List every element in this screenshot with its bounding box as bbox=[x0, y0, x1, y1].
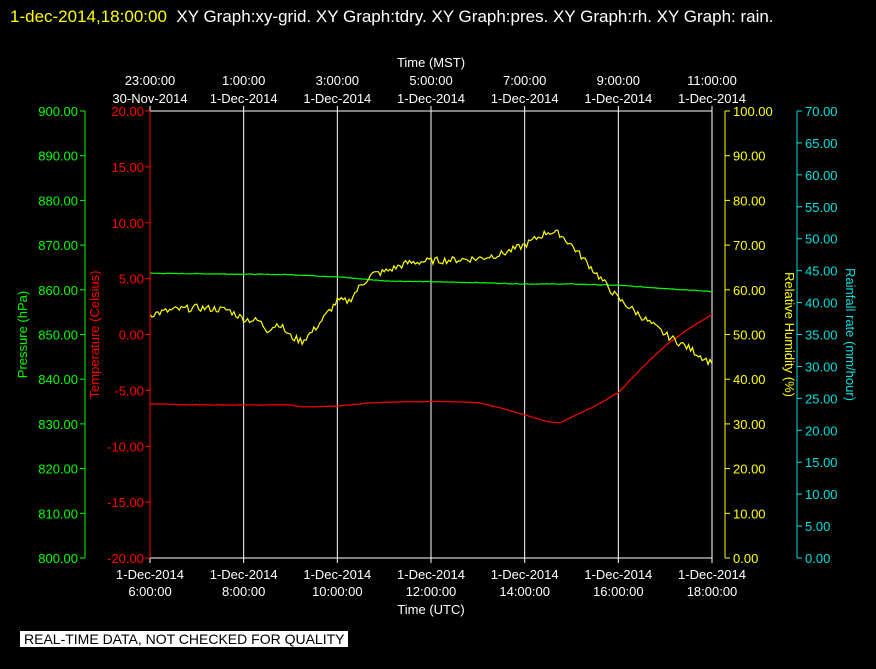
x-bottom-tick-time: 12:00:00 bbox=[406, 584, 457, 599]
x-top-tick-date: 1-Dec-2014 bbox=[491, 91, 559, 106]
x-bottom-tick-time: 18:00:00 bbox=[687, 584, 738, 599]
x-top-axis-label: Time (MST) bbox=[397, 55, 465, 70]
x-top-tick-time: 23:00:00 bbox=[125, 73, 176, 88]
x-bottom-tick-date: 1-Dec-2014 bbox=[678, 567, 746, 582]
timestamp: 1-dec-2014,18:00:00 bbox=[10, 7, 167, 26]
rainfall-tick-label: 0.00 bbox=[805, 551, 830, 566]
pressure-tick-label: 830.00 bbox=[38, 417, 78, 432]
humidity-tick-label: 30.00 bbox=[733, 417, 766, 432]
temperature-tick-label: 15.00 bbox=[111, 160, 144, 175]
series-layer bbox=[149, 229, 713, 424]
humidity-tick-label: 70.00 bbox=[733, 238, 766, 253]
rainfall-tick-label: 65.00 bbox=[805, 136, 838, 151]
rainfall-axis-title: Rainfall rate (mm/hour) bbox=[843, 268, 858, 401]
rainfall-tick-label: 40.00 bbox=[805, 296, 838, 311]
rainfall-tick-label: 15.00 bbox=[805, 455, 838, 470]
x-bottom-tick-date: 1-Dec-2014 bbox=[303, 567, 371, 582]
x-bottom-tick-date: 1-Dec-2014 bbox=[584, 567, 652, 582]
x-top-tick-time: 11:00:00 bbox=[687, 73, 737, 88]
x-top-tick-date: 1-Dec-2014 bbox=[678, 91, 746, 106]
rainfall-tick-label: 50.00 bbox=[805, 232, 838, 247]
disclaimer-banner: REAL-TIME DATA, NOT CHECKED FOR QUALITY bbox=[20, 631, 349, 647]
pressure-tick-label: 860.00 bbox=[38, 283, 78, 298]
humidity-tick-label: 40.00 bbox=[733, 372, 766, 387]
x-top-tick-date: 1-Dec-2014 bbox=[210, 91, 278, 106]
rainfall-tick-label: 25.00 bbox=[805, 391, 838, 406]
x-top-tick-date: 30-Nov-2014 bbox=[112, 91, 187, 106]
x-top-tick-date: 1-Dec-2014 bbox=[303, 91, 371, 106]
pressure-tick-label: 900.00 bbox=[38, 104, 78, 119]
x-bottom-tick-time: 8:00:00 bbox=[222, 584, 265, 599]
x-top-tick-time: 1:00:00 bbox=[222, 73, 265, 88]
humidity-tick-label: 10.00 bbox=[733, 506, 766, 521]
temperature-tick-label: -20.00 bbox=[107, 551, 144, 566]
rainfall-tick-label: 70.00 bbox=[805, 104, 838, 119]
x-top-tick-time: 9:00:00 bbox=[597, 73, 640, 88]
pressure-tick-label: 820.00 bbox=[38, 462, 78, 477]
temperature-tick-label: 5.00 bbox=[119, 272, 144, 287]
pressure-axis-title: Pressure (hPa) bbox=[15, 291, 30, 378]
graph-title: 1-dec-2014,18:00:00 XY Graph:xy-grid. XY… bbox=[10, 3, 866, 31]
x-bottom-axis-label: Time (UTC) bbox=[397, 602, 464, 617]
temperature-axis-title: Temperature (Celsius) bbox=[87, 271, 102, 399]
x-top-tick-time: 5:00:00 bbox=[409, 73, 452, 88]
rainfall-tick-label: 45.00 bbox=[805, 264, 838, 279]
x-bottom-tick-date: 1-Dec-2014 bbox=[491, 567, 559, 582]
pressure-tick-label: 870.00 bbox=[38, 238, 78, 253]
temperature-tick-label: -5.00 bbox=[114, 383, 144, 398]
temperature-tick-label: 20.00 bbox=[111, 104, 144, 119]
temperature-series-line bbox=[150, 313, 713, 424]
x-bottom-tick-time: 16:00:00 bbox=[593, 584, 644, 599]
grid bbox=[243, 111, 619, 558]
temperature-tick-label: -15.00 bbox=[107, 495, 144, 510]
x-top-tick-time: 3:00:00 bbox=[316, 73, 359, 88]
rainfall-tick-label: 35.00 bbox=[805, 328, 838, 343]
humidity-tick-label: 80.00 bbox=[733, 193, 766, 208]
x-bottom-tick-date: 1-Dec-2014 bbox=[116, 567, 184, 582]
rainfall-tick-label: 60.00 bbox=[805, 168, 838, 183]
rainfall-tick-label: 20.00 bbox=[805, 423, 838, 438]
pressure-series-line bbox=[149, 272, 712, 293]
x-bottom-tick-date: 1-Dec-2014 bbox=[210, 567, 278, 582]
humidity-series-line bbox=[149, 229, 713, 367]
pressure-tick-label: 890.00 bbox=[38, 149, 78, 164]
humidity-tick-label: 20.00 bbox=[733, 462, 766, 477]
x-bottom-tick-time: 14:00:00 bbox=[499, 584, 550, 599]
temperature-tick-label: -10.00 bbox=[107, 439, 144, 454]
x-bottom-tick-time: 6:00:00 bbox=[128, 584, 171, 599]
x-bottom-tick-time: 10:00:00 bbox=[312, 584, 363, 599]
rainfall-tick-label: 5.00 bbox=[805, 519, 830, 534]
rainfall-tick-label: 55.00 bbox=[805, 200, 838, 215]
rainfall-tick-label: 10.00 bbox=[805, 487, 838, 502]
pressure-tick-label: 840.00 bbox=[38, 372, 78, 387]
pressure-tick-label: 880.00 bbox=[38, 193, 78, 208]
pressure-tick-label: 800.00 bbox=[38, 551, 78, 566]
x-top-tick-time: 7:00:00 bbox=[503, 73, 546, 88]
humidity-tick-label: 0.00 bbox=[733, 551, 758, 566]
graph-names: XY Graph:xy-grid. XY Graph:tdry. XY Grap… bbox=[176, 7, 774, 26]
humidity-axis-title: Relative Humidity (%) bbox=[782, 272, 797, 397]
x-top-tick-date: 1-Dec-2014 bbox=[397, 91, 465, 106]
axes: 1-Dec-2014 6:00:00 1-Dec-2014 8:00:00 1-Dec-… bbox=[15, 55, 858, 617]
pressure-tick-label: 810.00 bbox=[38, 506, 78, 521]
humidity-tick-label: 90.00 bbox=[733, 149, 766, 164]
humidity-tick-label: 100.00 bbox=[733, 104, 773, 119]
x-bottom-tick-date: 1-Dec-2014 bbox=[397, 567, 465, 582]
rainfall-tick-label: 30.00 bbox=[805, 359, 838, 374]
humidity-tick-label: 50.00 bbox=[733, 328, 766, 343]
humidity-tick-label: 60.00 bbox=[733, 283, 766, 298]
temperature-tick-label: 0.00 bbox=[119, 328, 144, 343]
x-top-tick-date: 1-Dec-2014 bbox=[584, 91, 652, 106]
pressure-tick-label: 850.00 bbox=[38, 328, 78, 343]
temperature-tick-label: 10.00 bbox=[111, 216, 144, 231]
